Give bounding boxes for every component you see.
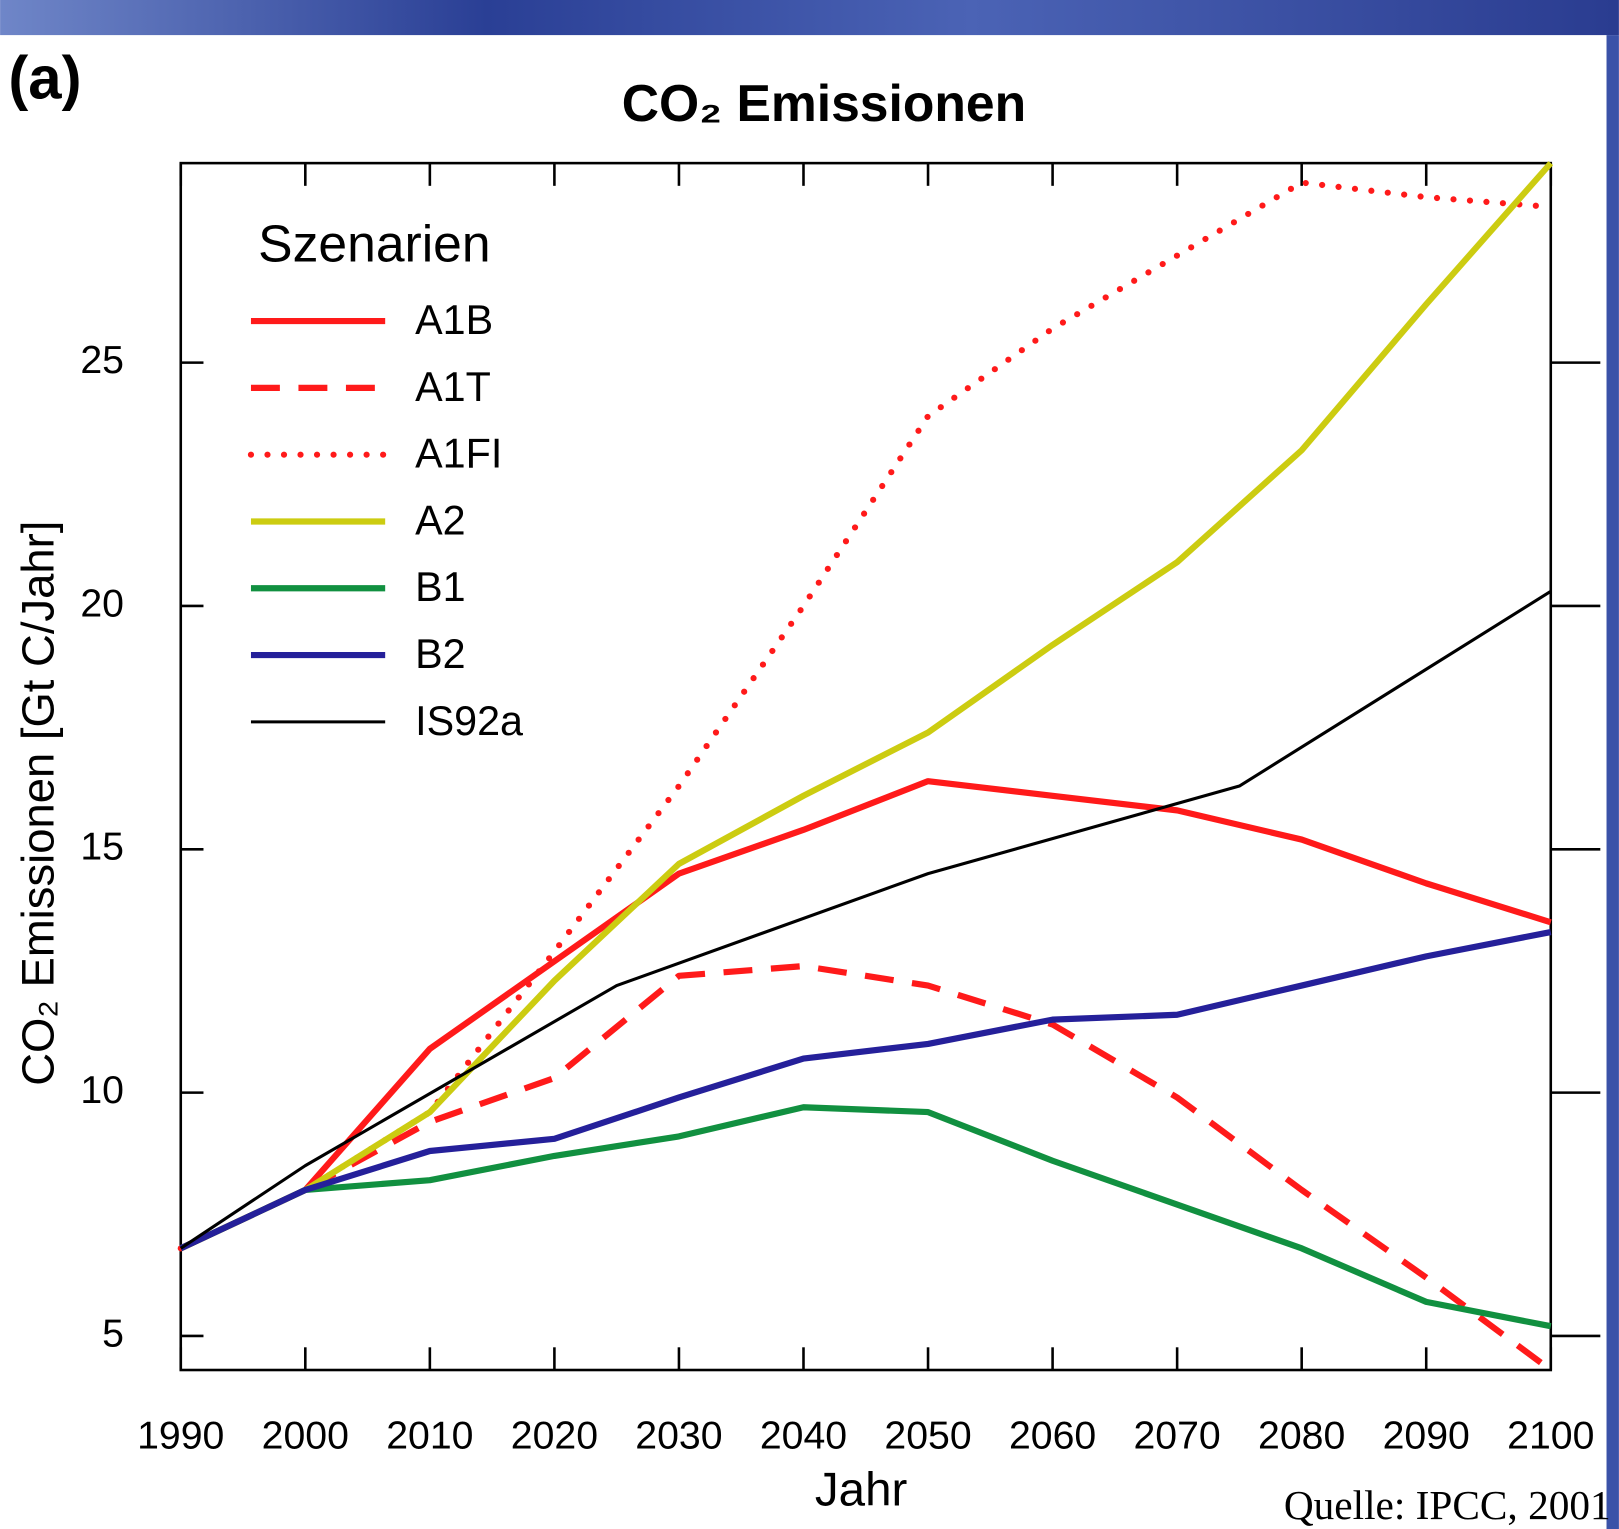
x-tick-label: 2010 — [386, 1414, 473, 1458]
source-note: Quelle: IPCC, 2001 — [1284, 1482, 1611, 1528]
x-tick-label: 2100 — [1507, 1414, 1594, 1458]
series-line — [181, 183, 1551, 1249]
legend-label: B2 — [415, 631, 466, 677]
x-tick-label: 2080 — [1258, 1414, 1345, 1458]
legend-label: A1FI — [415, 431, 502, 477]
x-tick-label: 2000 — [262, 1414, 349, 1458]
chart-title: CO₂ Emissionen — [622, 74, 1026, 132]
legend-label: IS92a — [415, 698, 523, 744]
series-line — [181, 163, 1551, 1248]
series-line — [181, 591, 1551, 1248]
x-tick-label: 2040 — [760, 1414, 847, 1458]
x-tick-label: 2090 — [1383, 1414, 1470, 1458]
x-tick-label: 2070 — [1134, 1414, 1221, 1458]
series-line — [181, 781, 1551, 1248]
chart: (a) CO₂ Emissionen Jahr CO₂ Emissionen [… — [0, 0, 1619, 1529]
y-tick-label: 25 — [80, 338, 124, 382]
panel-label: (a) — [8, 44, 81, 111]
page: {"chart_data": { "type": "line", "panel_… — [0, 0, 1619, 1529]
legend-title: Szenarien — [258, 214, 490, 272]
header-band — [0, 0, 1619, 35]
series-line — [181, 932, 1551, 1248]
x-axis-label: Jahr — [815, 1463, 908, 1516]
legend-label: B1 — [415, 564, 466, 610]
x-tick-label: 2060 — [1009, 1414, 1096, 1458]
legend-label: A1B — [415, 297, 493, 343]
y-tick-label: 5 — [102, 1311, 124, 1355]
x-tick-label: 2020 — [511, 1414, 598, 1458]
y-tick-label: 10 — [80, 1068, 124, 1112]
y-axis-label: CO₂ Emissionen [Gt C/Jahr] — [12, 521, 63, 1086]
y-tick-label: 15 — [80, 825, 124, 869]
side-band — [1607, 35, 1619, 1529]
x-tick-label: 2030 — [635, 1414, 722, 1458]
x-tick-label: 1990 — [137, 1414, 224, 1458]
legend-label: A2 — [415, 497, 466, 543]
y-tick-label: 20 — [80, 581, 124, 625]
x-tick-label: 2050 — [884, 1414, 971, 1458]
series-line — [181, 966, 1551, 1370]
legend-label: A1T — [415, 364, 491, 410]
